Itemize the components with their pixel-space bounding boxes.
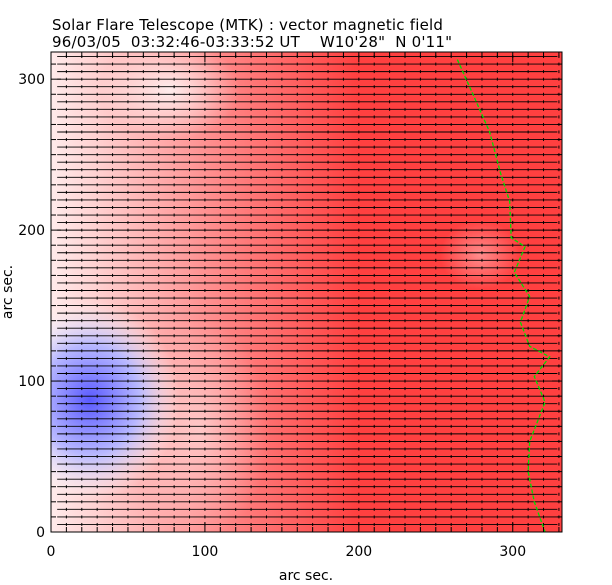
chart-title: Solar Flare Telescope (MTK) : vector mag… <box>52 16 444 34</box>
y-axis-label: arc sec. <box>0 265 16 319</box>
x-tick-label: 0 <box>47 544 56 560</box>
axes: 0 100 200 300 0 100 200 300 <box>18 52 562 560</box>
x-tick-label: 100 <box>192 544 219 560</box>
negative-field-region <box>51 300 180 500</box>
y-tick-label: 100 <box>18 374 45 390</box>
x-axis-label: arc sec. <box>279 568 333 584</box>
y-tick-label: 300 <box>18 72 45 88</box>
y-tick-label: 200 <box>18 223 45 239</box>
x-tick-label: 200 <box>345 544 372 560</box>
contour-line <box>456 59 551 532</box>
y-tick-label: 0 <box>36 525 45 541</box>
plot-frame <box>50 51 563 533</box>
weak-field-region <box>100 52 240 140</box>
chart-subtitle: 96/03/05 03:32:46-03:33:52 UT W10'28" N … <box>52 33 453 51</box>
x-tick-label: 300 <box>499 544 526 560</box>
vector-field <box>57 55 560 526</box>
field-image <box>51 52 562 532</box>
